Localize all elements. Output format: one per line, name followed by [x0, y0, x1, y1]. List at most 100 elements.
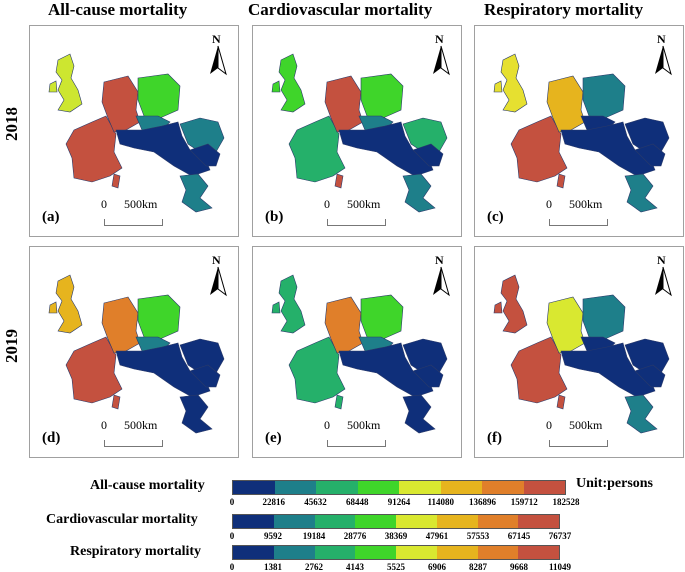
region-italy-pt	[334, 173, 344, 189]
row-label-2018: 2018	[2, 107, 21, 141]
legend-tick: 45632	[304, 497, 327, 507]
legend-bar-respiratory	[232, 545, 560, 560]
legend-tick: 136896	[469, 497, 496, 507]
legend-swatch	[436, 546, 478, 559]
legend-swatch	[316, 481, 358, 494]
region-greece	[179, 173, 213, 213]
north-arrow-icon: N	[206, 253, 230, 301]
north-arrow-icon: N	[429, 253, 453, 301]
region-poland	[137, 73, 181, 119]
region-greece	[624, 394, 658, 434]
region-france	[65, 115, 123, 183]
region-greece	[402, 394, 436, 434]
legend-tick: 68448	[346, 497, 369, 507]
region-poland	[582, 73, 626, 119]
europe-map	[493, 53, 670, 213]
legend-swatch	[436, 515, 478, 528]
region-greece	[402, 173, 436, 213]
legend-swatch	[355, 546, 396, 559]
scale-bar	[549, 219, 608, 226]
region-southeast	[634, 364, 666, 388]
legend-swatch	[518, 546, 559, 559]
legend-tick: 4143	[346, 562, 364, 572]
legend-tick: 9592	[264, 531, 282, 541]
legend-swatch	[477, 546, 519, 559]
legend-label-cardiovascular: Cardiovascular mortality	[46, 512, 198, 527]
legend-swatch	[357, 481, 399, 494]
north-arrow-icon: N	[429, 32, 453, 80]
north-label: N	[657, 253, 666, 267]
panel-label: (d)	[42, 430, 61, 446]
legend-swatch	[440, 481, 482, 494]
legend-tick: 114080	[427, 497, 455, 507]
legend-tick: 9668	[510, 562, 528, 572]
legend-swatch	[233, 515, 274, 528]
region-romania	[179, 338, 225, 374]
north-arrow-icon: N	[651, 253, 675, 301]
legend-label-respiratory: Respiratory mortality	[70, 544, 202, 559]
region-romania	[624, 117, 670, 153]
scale-zero: 0	[324, 418, 330, 432]
region-poland	[582, 294, 626, 340]
legend-swatch	[314, 515, 356, 528]
map-panel-d: N (d) 0 500km	[29, 246, 239, 458]
region-france	[288, 115, 346, 183]
legend-tick: 28776	[343, 531, 367, 541]
region-germany	[546, 75, 586, 133]
legend-tick: 47961	[425, 531, 449, 541]
scale-distance: 500km	[347, 197, 381, 211]
legend-tick: 8287	[469, 562, 487, 572]
europe-map	[271, 274, 448, 434]
region-poland	[360, 294, 404, 340]
region-poland	[137, 294, 181, 340]
region-southeast	[412, 143, 444, 167]
legend-swatch	[273, 546, 315, 559]
scale-distance: 500km	[124, 418, 158, 432]
north-arrow-icon: N	[206, 32, 230, 80]
north-label: N	[657, 32, 666, 46]
legend-swatch	[523, 481, 565, 494]
region-italy-pt	[556, 173, 566, 189]
region-romania	[402, 338, 448, 374]
legend-bar-all-cause	[232, 480, 566, 495]
region-uk	[493, 53, 528, 113]
europe-map	[493, 274, 670, 434]
region-italy-pt	[111, 173, 121, 189]
region-southeast	[412, 364, 444, 388]
scale-distance: 500km	[569, 418, 603, 432]
legend-tick: 6906	[428, 562, 446, 572]
region-germany	[546, 296, 586, 354]
legend-tick: 22816	[262, 497, 286, 507]
map-panel-b: N (b) 0 500km	[252, 25, 462, 237]
map-panel-a: N (a) 0 500km	[29, 25, 239, 237]
region-uk	[493, 274, 528, 334]
scale-bar	[104, 440, 163, 447]
region-romania	[402, 117, 448, 153]
legend-tick: 0	[229, 562, 235, 572]
column-title-cardiovascular: Cardiovascular mortality	[248, 0, 433, 19]
legend-tick: 5525	[387, 562, 405, 572]
legend-tick: 182528	[552, 497, 580, 507]
map-panel-c: N (c) 0 500km	[474, 25, 684, 237]
north-label: N	[212, 253, 221, 267]
north-label: N	[212, 32, 221, 46]
legend-swatch	[477, 515, 519, 528]
region-uk	[271, 274, 306, 334]
scale-distance: 500km	[569, 197, 603, 211]
legend-tick: 19184	[302, 531, 326, 541]
legend-tick: 67145	[507, 531, 531, 541]
europe-map	[271, 53, 448, 213]
legend-tick: 38369	[384, 531, 408, 541]
region-france	[510, 336, 568, 404]
panel-label: (f)	[487, 430, 502, 446]
legend-tick: 159712	[510, 497, 538, 507]
legend-tick: 11049	[548, 562, 572, 572]
europe-map	[48, 53, 225, 213]
legend-tick: 1381	[264, 562, 282, 572]
map-panel-f: N (f) 0 500km	[474, 246, 684, 458]
legend-tick: 2762	[305, 562, 323, 572]
region-uk	[48, 53, 83, 113]
column-title-respiratory: Respiratory mortality	[484, 0, 644, 19]
scale-zero: 0	[546, 197, 552, 211]
region-germany	[324, 296, 364, 354]
